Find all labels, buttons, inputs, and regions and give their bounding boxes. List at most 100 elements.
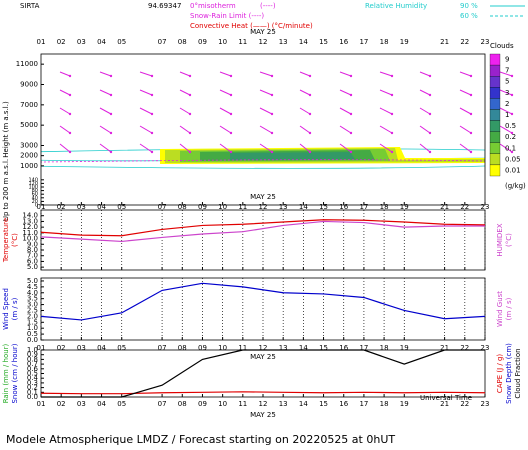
y-tick-label: 7000 [20, 101, 38, 109]
colorbar-label: 5 [505, 78, 509, 86]
y-tick-label: 0.5 [27, 330, 38, 338]
wind-arrow-head [510, 131, 514, 135]
colorbar-swatch [489, 153, 501, 166]
y-tick-label: 5.0 [27, 263, 38, 271]
colorbar-swatch [489, 131, 501, 143]
wind-arrow [459, 71, 472, 77]
wind-arrow [459, 107, 472, 115]
date-label: MAY 25 [250, 411, 276, 419]
wind-arrow [99, 71, 112, 77]
rh-label: Relative Humidity [365, 2, 427, 10]
wind-arrow-head [469, 74, 473, 78]
x-tick-label: 04 [97, 203, 106, 211]
axis-label: Snow (cm / hour) [11, 343, 19, 403]
colorbar-label: 1 [505, 111, 509, 119]
wind-arrow [259, 143, 273, 153]
wind-arrow-head [109, 150, 113, 154]
axis-label: Rain (mm / hour) [2, 343, 10, 403]
wind-arrow [339, 143, 352, 153]
axis-label: CAPE (J / g) [496, 354, 504, 394]
wind-arrow [99, 125, 112, 134]
wind-arrow-head [349, 150, 353, 154]
x-tick-label: 10 [218, 38, 227, 46]
coords: 94.69347 [148, 2, 181, 10]
y-tick-label: 0.5 [27, 370, 38, 378]
wind-arrow-head [349, 112, 353, 116]
x-tick-label: 23 [481, 400, 490, 408]
series-line [40, 220, 485, 243]
convective: Convective Heat (——) (°C/minute) [190, 22, 313, 30]
cloud-area [230, 152, 355, 160]
wind-arrow-head [68, 74, 72, 78]
y-tick-label: 6.0 [27, 257, 38, 265]
wind-arrow [339, 89, 352, 96]
y-tick-label: 5000 [20, 121, 38, 129]
x-tick-label: 01 [37, 400, 46, 408]
y-tick-label: 0.0 [27, 336, 38, 344]
x-tick-label: 19 [400, 38, 409, 46]
x-tick-label: 10 [218, 400, 227, 408]
y-tick-label: 11000 [16, 60, 38, 68]
x-tick-label: 15 [319, 203, 328, 211]
x-tick-label: 07 [158, 203, 167, 211]
x-tick-label: 23 [481, 344, 490, 352]
wind-arrow [419, 143, 431, 153]
wind-arrow [459, 143, 472, 153]
y-tick-label: 14.0 [22, 212, 38, 220]
wind-arrow [179, 89, 191, 96]
wind-arrow-head [270, 74, 274, 78]
x-tick-label: 02 [57, 38, 66, 46]
x-tick-label: 07 [158, 38, 167, 46]
colorbar-swatch [489, 53, 501, 66]
wind-arrow [59, 71, 71, 77]
x-tick-label: 22 [460, 38, 469, 46]
x-tick-label: 03 [77, 203, 86, 211]
wind-arrow [459, 89, 472, 96]
x-tick-label: 23 [481, 38, 490, 46]
x-tick-label: 10 [218, 344, 227, 352]
wind-arrow [179, 143, 191, 153]
wind-arrow-head [229, 74, 233, 78]
y-tick-label: 1.0 [27, 324, 38, 332]
wind-arrow [219, 125, 232, 134]
y-tick-label: 2.0 [27, 312, 38, 320]
y-tick-label: 4.0 [27, 289, 38, 297]
wind-arrow [179, 125, 191, 134]
x-tick-label: 08 [178, 38, 187, 46]
wind-arrow [499, 89, 513, 96]
y2-tick-label: 140 [28, 177, 38, 183]
colorbar-label: 0.2 [505, 133, 516, 141]
wind-arrow-head [68, 150, 72, 154]
wind-arrow-head [349, 93, 353, 97]
wind-arrow [259, 107, 273, 115]
colorbar-title: Clouds [490, 42, 514, 50]
wind-arrow [499, 125, 513, 134]
wind-arrow-head [390, 93, 394, 97]
rh-low: 60 % [460, 12, 478, 20]
axis-label: Wind Gust [496, 291, 504, 327]
x-tick-label: 07 [158, 400, 167, 408]
wind-arrow-head [150, 93, 154, 97]
y-tick-label: 9.0 [27, 240, 38, 248]
wind-arrow-head [428, 112, 432, 116]
wind-arrow [299, 107, 311, 115]
wind-arrow [59, 125, 71, 134]
wind-arrow-head [109, 112, 113, 116]
x-tick-label: 05 [117, 203, 126, 211]
series-line [40, 219, 486, 237]
series-line [40, 282, 486, 321]
y-tick-label: 0.8 [27, 355, 38, 363]
y-tick-label: 0.6 [27, 365, 39, 373]
x-tick-label: 02 [57, 400, 66, 408]
wind-arrow-head [428, 74, 432, 78]
wind-arrow [59, 107, 71, 115]
x-tick-label: 14 [299, 400, 308, 408]
colorbar-label: 9 [505, 56, 509, 64]
wind-arrow-head [150, 112, 154, 116]
wind-arrow [219, 143, 232, 153]
x-tick-label: 03 [77, 344, 86, 352]
wind-arrow [299, 71, 311, 77]
x-tick-label: 16 [339, 400, 348, 408]
y-tick-label: 3000 [20, 142, 38, 150]
y2-tick-label: 80 [32, 188, 38, 194]
